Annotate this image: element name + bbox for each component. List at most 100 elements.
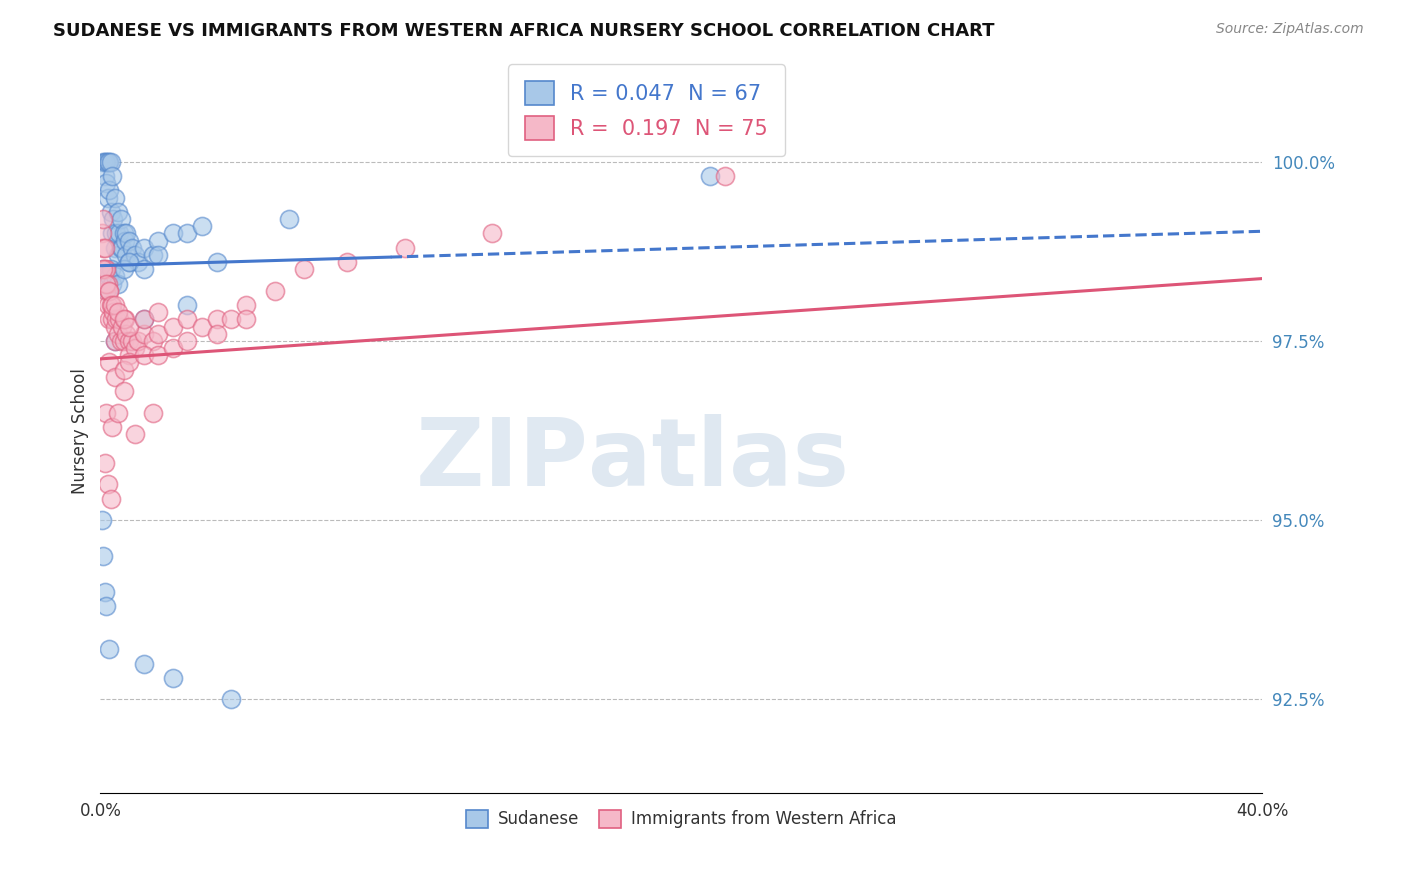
Point xyxy=(148,234,170,248)
Point xyxy=(101,312,124,326)
Point xyxy=(93,169,115,183)
Point xyxy=(713,169,735,183)
Point xyxy=(105,227,128,241)
Point xyxy=(96,154,118,169)
Point xyxy=(110,334,132,348)
Point xyxy=(103,305,125,319)
Point xyxy=(132,312,155,326)
Point xyxy=(115,227,138,241)
Point xyxy=(124,341,146,355)
Point xyxy=(278,212,301,227)
Point xyxy=(112,227,135,241)
Point xyxy=(98,284,121,298)
Point xyxy=(107,205,129,219)
Point xyxy=(235,298,257,312)
Point xyxy=(107,277,129,291)
Point xyxy=(96,406,118,420)
Point xyxy=(124,427,146,442)
Point xyxy=(112,362,135,376)
Text: SUDANESE VS IMMIGRANTS FROM WESTERN AFRICA NURSERY SCHOOL CORRELATION CHART: SUDANESE VS IMMIGRANTS FROM WESTERN AFRI… xyxy=(53,22,995,40)
Point xyxy=(114,234,136,248)
Point xyxy=(97,284,120,298)
Point xyxy=(91,262,114,277)
Point xyxy=(118,348,141,362)
Point xyxy=(235,312,257,326)
Point xyxy=(101,277,124,291)
Point xyxy=(292,262,315,277)
Point xyxy=(162,227,184,241)
Point xyxy=(98,284,121,298)
Point xyxy=(96,284,118,298)
Point xyxy=(104,334,127,348)
Point xyxy=(108,227,131,241)
Point xyxy=(100,298,122,312)
Point xyxy=(481,227,503,241)
Point xyxy=(91,262,114,277)
Point xyxy=(107,406,129,420)
Point xyxy=(118,255,141,269)
Point xyxy=(112,334,135,348)
Point xyxy=(115,326,138,341)
Point xyxy=(162,319,184,334)
Point xyxy=(91,154,114,169)
Point xyxy=(90,227,112,241)
Point xyxy=(107,305,129,319)
Point xyxy=(148,248,170,262)
Y-axis label: Nursery School: Nursery School xyxy=(72,368,89,493)
Point xyxy=(191,219,214,234)
Point xyxy=(97,477,120,491)
Point xyxy=(96,269,118,284)
Point xyxy=(112,312,135,326)
Point xyxy=(176,227,198,241)
Point xyxy=(132,262,155,277)
Point xyxy=(107,248,129,262)
Point xyxy=(93,262,115,277)
Point xyxy=(111,319,134,334)
Point xyxy=(162,671,184,685)
Point xyxy=(91,549,114,563)
Point xyxy=(142,248,165,262)
Point xyxy=(98,642,121,657)
Point xyxy=(148,326,170,341)
Point xyxy=(104,334,127,348)
Point xyxy=(112,262,135,277)
Point xyxy=(118,319,141,334)
Point xyxy=(118,234,141,248)
Point xyxy=(121,241,143,255)
Point xyxy=(142,334,165,348)
Point xyxy=(132,326,155,341)
Point xyxy=(132,312,155,326)
Point xyxy=(108,312,131,326)
Point xyxy=(191,319,214,334)
Point xyxy=(101,298,124,312)
Point xyxy=(98,312,121,326)
Point xyxy=(110,212,132,227)
Point xyxy=(148,348,170,362)
Point xyxy=(107,326,129,341)
Point xyxy=(97,277,120,291)
Point xyxy=(124,248,146,262)
Point xyxy=(101,169,124,183)
Point xyxy=(114,312,136,326)
Point xyxy=(176,334,198,348)
Point xyxy=(205,255,228,269)
Point xyxy=(104,241,127,255)
Text: ZIP: ZIP xyxy=(415,414,588,506)
Point xyxy=(98,269,121,284)
Point xyxy=(93,154,115,169)
Point xyxy=(91,212,114,227)
Point xyxy=(127,255,149,269)
Point xyxy=(127,334,149,348)
Point xyxy=(142,406,165,420)
Point xyxy=(98,183,121,197)
Point xyxy=(336,255,359,269)
Point xyxy=(115,248,138,262)
Point xyxy=(104,319,127,334)
Point xyxy=(97,298,120,312)
Point xyxy=(176,298,198,312)
Point xyxy=(93,241,115,255)
Point xyxy=(96,277,118,291)
Point xyxy=(110,241,132,255)
Point xyxy=(112,384,135,399)
Point xyxy=(132,241,155,255)
